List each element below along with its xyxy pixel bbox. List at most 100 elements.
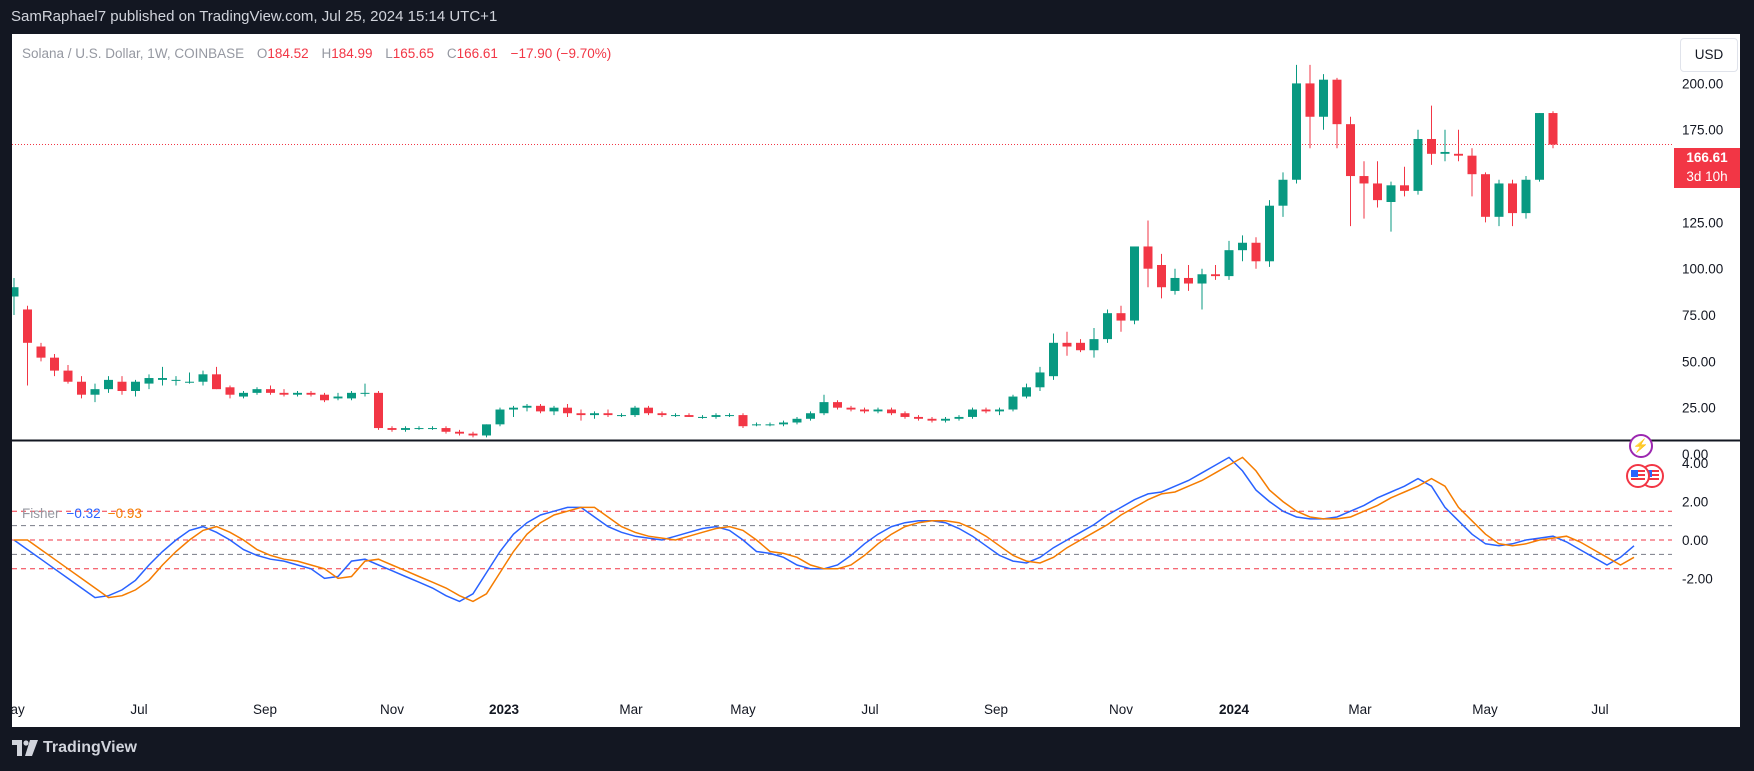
candle-body: [468, 433, 478, 436]
time-axis-tick: Sep: [984, 702, 1008, 717]
candle-body: [833, 402, 842, 408]
candle-body: [644, 407, 653, 414]
time-axis-tick: Nov: [380, 702, 404, 717]
fisher-axis-tick: 0.00: [1682, 533, 1708, 548]
price-axis-tick: 75.00: [1682, 308, 1716, 323]
candle-body: [779, 422, 788, 425]
change-value: −17.90 (−9.70%): [510, 46, 612, 61]
candle-body: [1467, 155, 1477, 175]
tradingview-logo[interactable]: TradingView: [12, 739, 137, 757]
candle-body: [104, 379, 113, 390]
candle-body: [1224, 250, 1234, 277]
candle-body: [360, 392, 370, 394]
us-flag-icon[interactable]: [1626, 464, 1650, 488]
candle-body: [1521, 179, 1531, 214]
candle-body: [576, 413, 586, 416]
fisher-axis-tick: -2.00: [1682, 571, 1713, 586]
price-axis-tick: 25.00: [1682, 401, 1716, 416]
candle-body: [1535, 113, 1544, 180]
symbol-name[interactable]: Solana / U.S. Dollar, 1W, COINBASE: [22, 46, 245, 61]
price-axis-tick: 175.00: [1682, 123, 1723, 138]
candle-body: [1170, 277, 1180, 291]
candle-body: [1265, 205, 1274, 262]
candle-body: [711, 415, 721, 417]
time-axis-tick: Jul: [1591, 702, 1608, 717]
candle-body: [995, 409, 1004, 412]
candle-body: [968, 409, 977, 417]
low-label: L: [385, 46, 393, 61]
candle-body: [252, 389, 262, 393]
time-axis-tick: May: [730, 702, 756, 717]
candle-body: [50, 357, 59, 371]
time-axis-tick: Mar: [1348, 702, 1372, 717]
candle-body: [981, 409, 991, 412]
candle-body: [1508, 183, 1517, 214]
candle-body: [77, 381, 86, 395]
candle-body: [1184, 277, 1193, 284]
candle-body: [536, 405, 545, 412]
chart-canvas[interactable]: 200.00175.00150.00125.00100.0075.0050.00…: [12, 34, 1740, 727]
time-axis-tick: 2024: [1219, 702, 1250, 717]
price-axis-tick: 100.00: [1682, 262, 1723, 277]
candle-body: [509, 407, 518, 410]
candle-body: [1548, 113, 1558, 145]
chart-panel[interactable]: 200.00175.00150.00125.00100.0075.0050.00…: [12, 34, 1740, 727]
candle-body: [752, 424, 761, 426]
candle-body: [63, 370, 73, 382]
candle-body: [212, 374, 221, 390]
candle-body: [401, 428, 410, 430]
trigger-value: −0.93: [107, 506, 142, 521]
candle-body: [333, 396, 343, 399]
candle-body: [1454, 153, 1463, 156]
candle-body: [1305, 83, 1315, 117]
candle-body: [617, 415, 626, 417]
candle-body: [954, 416, 964, 419]
candle-body: [387, 428, 397, 430]
candle-body: [792, 418, 802, 423]
tradingview-logo-icon: [12, 740, 38, 756]
fisher-axis-tick: 2.00: [1682, 495, 1708, 510]
candle-body: [455, 431, 464, 434]
candle-body: [725, 415, 734, 417]
currency-button[interactable]: USD: [1680, 38, 1738, 72]
candle-body: [927, 418, 937, 421]
candle-body: [374, 392, 383, 429]
candle-body: [1332, 79, 1342, 125]
fisher-value: −0.32: [66, 506, 101, 521]
candle-body: [306, 392, 316, 395]
candle-body: [1400, 185, 1409, 191]
lightning-icon[interactable]: ⚡: [1629, 434, 1653, 458]
candle-body: [806, 413, 815, 419]
candle-body: [293, 392, 302, 395]
candle-body: [1319, 79, 1328, 117]
last-price-label: 166.61 3d 10h: [1674, 148, 1740, 188]
candle-body: [1089, 339, 1099, 351]
indicator-name[interactable]: Fisher: [22, 506, 60, 521]
candle-body: [131, 381, 140, 391]
candle-body: [225, 387, 235, 395]
time-axis-tick: Nov: [1109, 702, 1133, 717]
candle-body: [198, 374, 208, 382]
candle-body: [117, 381, 127, 391]
candle-body: [1481, 174, 1490, 217]
candle-body: [873, 409, 883, 412]
candle-body: [1386, 185, 1396, 202]
open-label: O: [256, 46, 268, 61]
price-axis-tick: 50.00: [1682, 354, 1716, 369]
candle-body: [185, 381, 194, 383]
time-axis-tick: Jul: [861, 702, 878, 717]
candle-body: [495, 409, 505, 425]
candle-body: [1022, 387, 1031, 397]
time-axis-tick: May: [12, 702, 25, 717]
candle-body: [441, 428, 451, 432]
publisher-text: SamRaphael7 published on TradingView.com…: [11, 8, 498, 25]
candle-body: [819, 402, 829, 414]
candle-body: [1197, 274, 1207, 284]
candle-body: [887, 409, 896, 414]
candle-body: [684, 415, 694, 417]
candle-body: [428, 428, 437, 430]
candle-body: [1116, 313, 1126, 321]
candle-body: [1076, 342, 1085, 351]
candle-body: [914, 416, 923, 419]
candle-body: [171, 379, 181, 381]
